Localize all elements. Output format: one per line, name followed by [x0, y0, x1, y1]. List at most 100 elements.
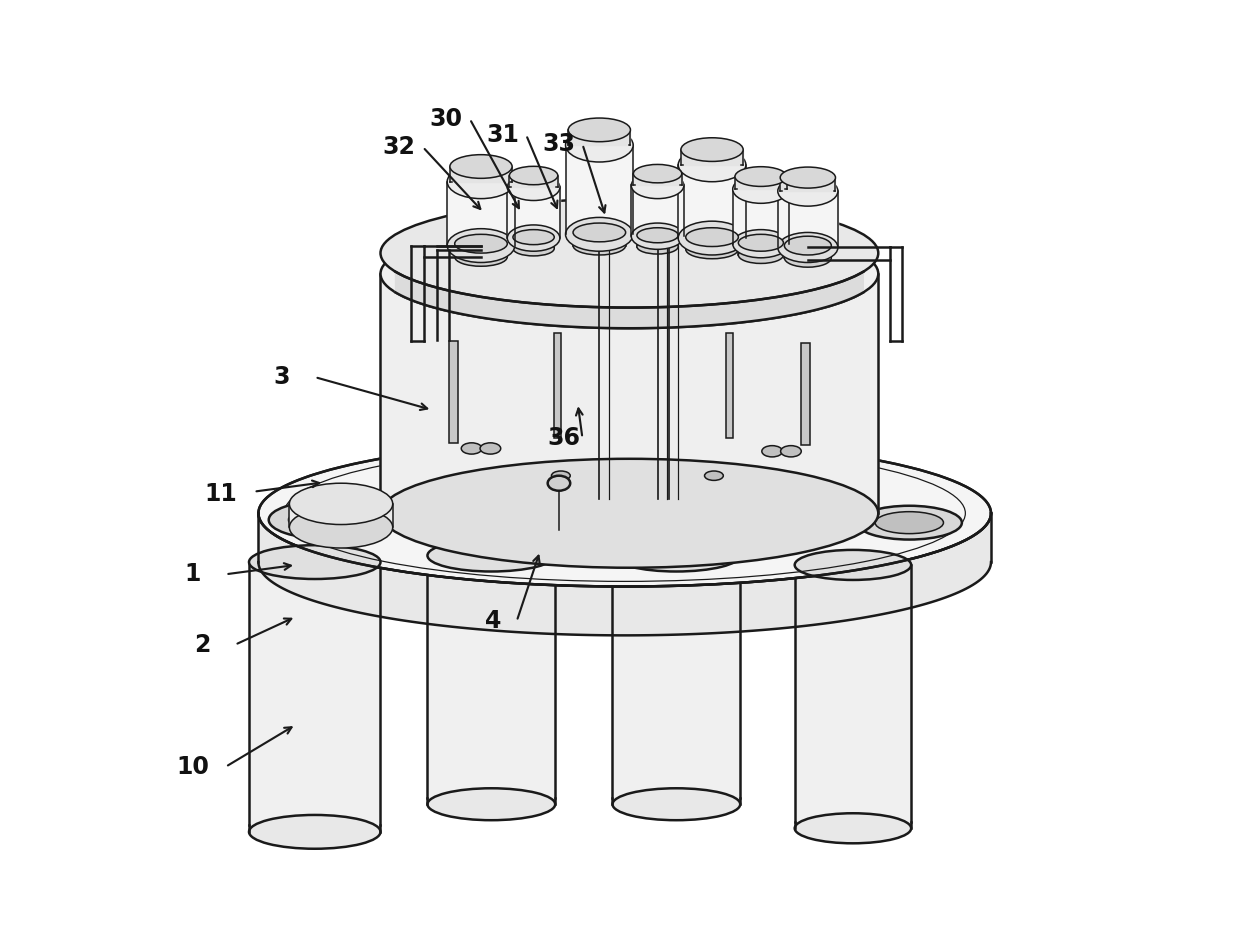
Ellipse shape [785, 249, 831, 268]
Text: 33: 33 [542, 132, 575, 156]
Ellipse shape [455, 248, 507, 267]
Ellipse shape [455, 235, 507, 253]
Ellipse shape [552, 471, 570, 480]
Polygon shape [258, 513, 991, 635]
Polygon shape [777, 191, 838, 248]
Polygon shape [738, 243, 784, 255]
Polygon shape [573, 233, 626, 246]
Ellipse shape [428, 540, 556, 572]
Polygon shape [686, 237, 738, 250]
Ellipse shape [269, 501, 382, 539]
Ellipse shape [513, 241, 554, 256]
Polygon shape [448, 182, 515, 246]
Ellipse shape [289, 508, 362, 532]
Ellipse shape [613, 540, 740, 572]
Polygon shape [681, 150, 743, 165]
Text: 1: 1 [185, 562, 201, 586]
Polygon shape [381, 274, 878, 513]
Ellipse shape [631, 172, 684, 199]
Ellipse shape [733, 175, 789, 203]
Ellipse shape [381, 459, 878, 568]
Ellipse shape [507, 225, 560, 252]
Bar [449, 341, 458, 443]
Polygon shape [795, 565, 911, 822]
Text: 10: 10 [176, 755, 210, 779]
Ellipse shape [795, 813, 911, 843]
Text: 4: 4 [485, 609, 501, 633]
Polygon shape [289, 504, 393, 528]
Ellipse shape [681, 138, 743, 161]
Ellipse shape [785, 236, 831, 255]
Text: 30: 30 [430, 106, 463, 131]
Ellipse shape [735, 167, 787, 187]
Ellipse shape [875, 512, 944, 534]
Text: 32: 32 [383, 135, 415, 159]
Ellipse shape [565, 218, 634, 252]
Ellipse shape [450, 154, 512, 178]
Ellipse shape [777, 176, 838, 206]
Ellipse shape [585, 532, 668, 556]
Ellipse shape [573, 236, 626, 255]
Ellipse shape [738, 235, 784, 252]
Ellipse shape [480, 443, 501, 454]
Ellipse shape [733, 230, 789, 258]
Polygon shape [428, 556, 556, 798]
Ellipse shape [613, 788, 740, 820]
Ellipse shape [634, 165, 682, 183]
Ellipse shape [289, 483, 393, 525]
Text: 31: 31 [486, 122, 520, 147]
Ellipse shape [381, 199, 878, 308]
Ellipse shape [428, 788, 556, 820]
Ellipse shape [781, 446, 801, 457]
Polygon shape [613, 556, 740, 798]
Polygon shape [568, 130, 630, 145]
Ellipse shape [565, 128, 634, 162]
Ellipse shape [777, 233, 838, 263]
Ellipse shape [249, 545, 381, 579]
Polygon shape [455, 244, 507, 257]
Polygon shape [513, 237, 554, 249]
Polygon shape [735, 176, 787, 189]
Polygon shape [249, 562, 381, 825]
Polygon shape [678, 165, 745, 238]
Polygon shape [637, 236, 678, 247]
Bar [727, 333, 733, 438]
Ellipse shape [795, 550, 911, 580]
Bar [554, 333, 560, 438]
Text: 36: 36 [547, 426, 580, 450]
Ellipse shape [507, 174, 560, 201]
Ellipse shape [513, 230, 554, 245]
Polygon shape [396, 271, 863, 328]
Polygon shape [785, 246, 831, 258]
Polygon shape [507, 187, 560, 238]
Ellipse shape [573, 223, 626, 242]
Bar [801, 343, 810, 445]
Polygon shape [510, 175, 558, 187]
Ellipse shape [780, 167, 836, 188]
Polygon shape [634, 173, 682, 186]
Text: 2: 2 [193, 633, 211, 657]
Ellipse shape [678, 148, 745, 182]
Ellipse shape [857, 506, 962, 540]
Ellipse shape [568, 118, 630, 141]
Ellipse shape [686, 240, 738, 259]
Ellipse shape [289, 507, 393, 548]
Ellipse shape [448, 165, 515, 199]
Polygon shape [780, 178, 836, 191]
Ellipse shape [448, 229, 515, 263]
Ellipse shape [738, 247, 784, 264]
Ellipse shape [258, 440, 991, 587]
Ellipse shape [563, 527, 691, 562]
Ellipse shape [631, 223, 684, 250]
Ellipse shape [249, 815, 381, 849]
Ellipse shape [637, 239, 678, 254]
Ellipse shape [510, 167, 558, 185]
Text: 11: 11 [205, 482, 237, 507]
Ellipse shape [637, 228, 678, 243]
Ellipse shape [704, 471, 723, 480]
Polygon shape [450, 167, 512, 182]
Ellipse shape [761, 446, 782, 457]
Ellipse shape [548, 476, 570, 491]
Polygon shape [733, 189, 789, 244]
Polygon shape [631, 186, 684, 236]
